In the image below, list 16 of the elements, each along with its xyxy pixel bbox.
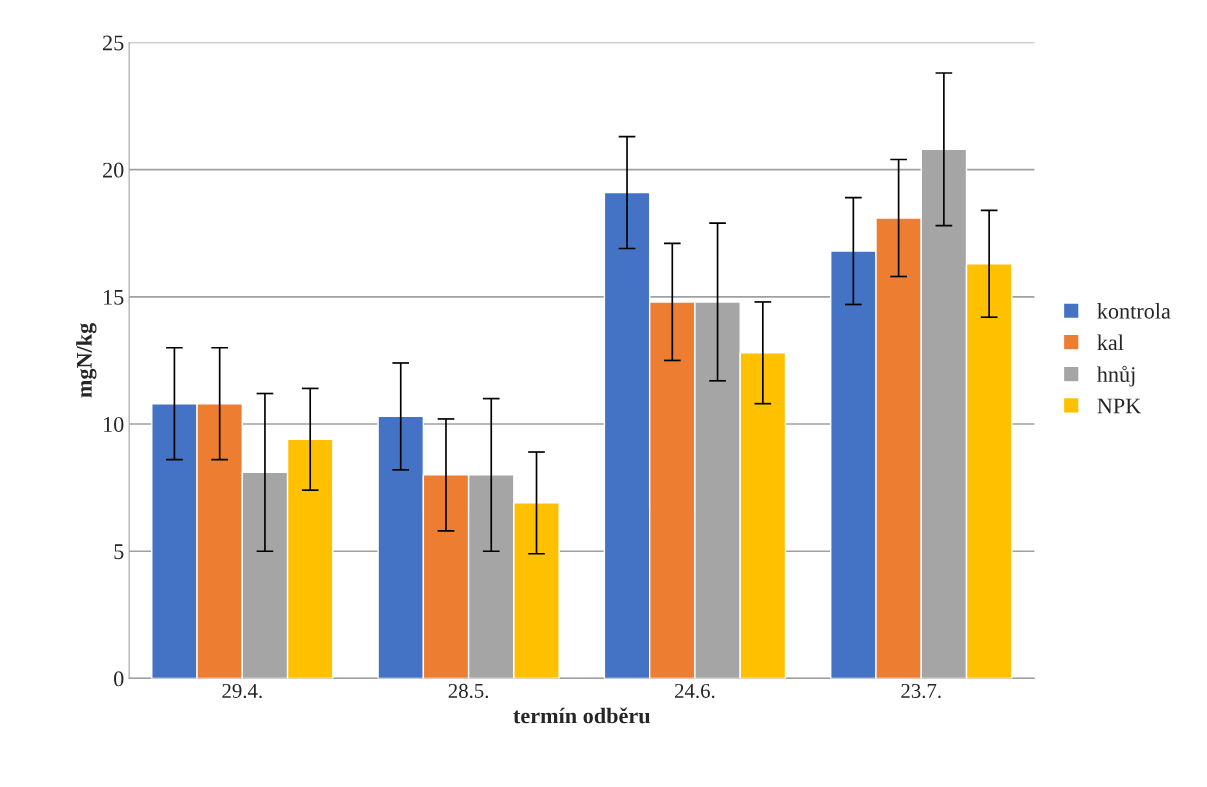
legend-label: NPK bbox=[1097, 398, 1142, 414]
y-tick-label: 20 bbox=[103, 162, 124, 178]
y-tick-label: 10 bbox=[104, 416, 124, 432]
x-tick-label: 23.7. bbox=[901, 683, 941, 699]
x-axis-title: termín odběru bbox=[513, 707, 650, 724]
x-tick-label: 24.6. bbox=[675, 683, 715, 699]
y-tick-label: 0 bbox=[114, 671, 124, 687]
y-tick-label: 15 bbox=[104, 289, 124, 305]
x-tick-label: 29.4. bbox=[222, 683, 262, 699]
legend-label: hnůj bbox=[1097, 365, 1135, 387]
y-axis-title: mgN/kg bbox=[76, 323, 97, 398]
legend-label: kontrola bbox=[1097, 303, 1171, 319]
y-tick-label: 25 bbox=[103, 35, 124, 51]
legend-label: kal bbox=[1097, 334, 1124, 351]
x-tick-label: 28.5. bbox=[448, 683, 489, 699]
y-tick-label: 5 bbox=[114, 544, 124, 560]
